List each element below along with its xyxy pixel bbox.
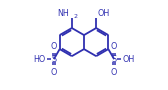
Text: 2: 2 — [73, 14, 77, 19]
Text: OH: OH — [97, 9, 109, 18]
Text: S: S — [51, 55, 56, 64]
Text: O: O — [51, 68, 57, 77]
Text: NH: NH — [57, 9, 69, 18]
Text: O: O — [51, 42, 57, 51]
Text: O: O — [111, 68, 117, 77]
Text: S: S — [112, 55, 117, 64]
Text: HO: HO — [33, 55, 45, 64]
Text: OH: OH — [123, 55, 135, 64]
Text: O: O — [111, 42, 117, 51]
